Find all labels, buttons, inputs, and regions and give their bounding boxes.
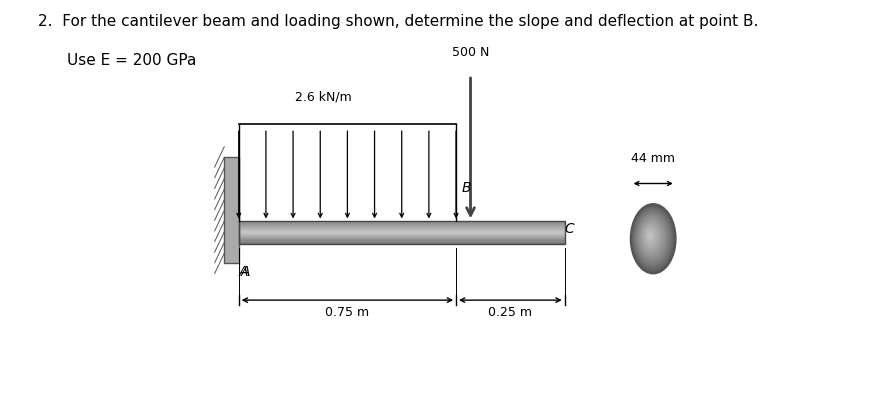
Ellipse shape [630,204,675,274]
Polygon shape [239,229,564,230]
Text: 500 N: 500 N [452,46,488,59]
Polygon shape [239,234,564,235]
Polygon shape [239,226,564,227]
Text: 0.25 m: 0.25 m [488,306,531,319]
Ellipse shape [637,215,666,260]
Polygon shape [239,222,564,224]
Ellipse shape [631,207,673,270]
Ellipse shape [647,232,652,239]
Ellipse shape [641,222,660,252]
Ellipse shape [645,228,655,244]
Ellipse shape [631,205,674,272]
Polygon shape [239,230,564,232]
Ellipse shape [643,225,658,248]
Ellipse shape [632,208,672,269]
Text: 44 mm: 44 mm [631,152,674,165]
Polygon shape [239,236,564,237]
Text: 0.75 m: 0.75 m [325,306,369,319]
Polygon shape [224,157,239,263]
Polygon shape [239,232,564,233]
Polygon shape [239,239,564,241]
Ellipse shape [638,218,663,256]
Polygon shape [239,238,564,239]
Ellipse shape [634,210,670,266]
Text: 2.  For the cantilever beam and loading shown, determine the slope and deflectio: 2. For the cantilever beam and loading s… [38,14,757,29]
Polygon shape [239,228,564,229]
Polygon shape [239,235,564,236]
Text: Use E = 200 GPa: Use E = 200 GPa [68,53,196,68]
Ellipse shape [638,218,664,257]
Ellipse shape [638,216,665,258]
Ellipse shape [639,220,662,254]
Ellipse shape [633,209,671,267]
Ellipse shape [636,213,667,262]
Polygon shape [239,233,564,234]
Text: C: C [564,222,574,236]
Ellipse shape [644,227,656,246]
Text: 2.6 kN/m: 2.6 kN/m [295,91,351,104]
Polygon shape [239,225,564,226]
Ellipse shape [641,223,660,250]
Ellipse shape [648,233,651,238]
Ellipse shape [645,230,653,241]
Polygon shape [239,237,564,238]
Text: B: B [461,180,471,194]
Text: A: A [239,265,248,279]
Polygon shape [239,221,564,222]
Text: A: A [240,265,250,279]
Polygon shape [239,227,564,228]
Ellipse shape [648,234,650,236]
Ellipse shape [637,214,667,261]
Ellipse shape [635,212,668,263]
Ellipse shape [640,221,661,253]
Polygon shape [239,243,564,244]
Ellipse shape [645,229,654,243]
Ellipse shape [646,231,652,240]
Ellipse shape [634,211,669,265]
Ellipse shape [644,226,657,247]
Polygon shape [239,241,564,243]
Ellipse shape [631,206,674,271]
Ellipse shape [642,224,659,249]
Polygon shape [239,224,564,225]
